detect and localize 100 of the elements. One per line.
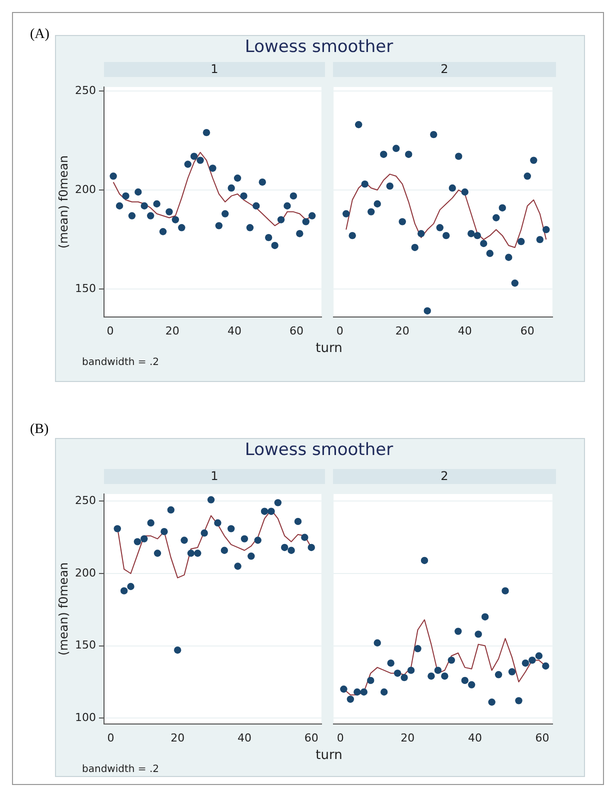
point: [441, 672, 448, 680]
y-tick-label: 150: [75, 282, 96, 295]
point: [146, 212, 154, 220]
point: [368, 208, 375, 216]
chart-subtitle: 1: [104, 62, 325, 77]
point: [220, 546, 228, 554]
y-tick-label: 250: [75, 84, 96, 97]
point: [172, 216, 180, 224]
point: [160, 528, 168, 536]
point: [411, 244, 418, 252]
point: [240, 192, 248, 200]
point: [448, 184, 456, 192]
point: [535, 652, 543, 660]
point: [178, 224, 186, 232]
point: [174, 646, 182, 654]
point: [234, 174, 242, 182]
x-tick-label: 0: [107, 731, 114, 744]
y-axis-title: (mean) f0mean: [56, 155, 70, 248]
point: [228, 184, 235, 192]
point: [474, 232, 481, 240]
point: [154, 550, 162, 557]
point: [468, 230, 475, 238]
point: [340, 686, 348, 693]
point: [430, 130, 438, 138]
point: [474, 630, 482, 638]
point: [234, 562, 242, 570]
point: [252, 202, 260, 210]
point: [215, 222, 223, 230]
point: [360, 688, 368, 696]
point: [522, 660, 530, 667]
point: [281, 544, 288, 552]
x-tick-label: 60: [535, 731, 550, 744]
point: [134, 188, 142, 196]
point: [398, 218, 406, 226]
point: [277, 216, 285, 224]
point: [187, 550, 195, 557]
point: [122, 192, 130, 200]
point: [428, 672, 435, 680]
point: [434, 666, 442, 674]
point: [348, 232, 356, 240]
point: [505, 254, 512, 261]
point: [290, 192, 298, 200]
point: [209, 164, 216, 172]
point: [166, 208, 173, 216]
chart-subtitle: 2: [333, 62, 556, 77]
point: [246, 224, 254, 232]
x-tick-label: 40: [237, 731, 252, 744]
x-axis-title: turn: [314, 341, 344, 356]
point: [308, 544, 315, 552]
x-tick-label: 40: [458, 324, 472, 338]
point: [486, 250, 494, 258]
point: [274, 499, 282, 506]
point: [265, 234, 272, 242]
point: [407, 666, 415, 674]
point: [354, 688, 361, 696]
point: [147, 519, 154, 527]
text: (A): [30, 27, 50, 43]
point: [296, 230, 304, 238]
point: [114, 525, 121, 532]
x-tick-label: 40: [227, 324, 242, 338]
point: [159, 228, 167, 236]
x-tick-label: 20: [395, 324, 410, 338]
point: [448, 656, 456, 664]
point: [200, 529, 208, 537]
point: [454, 628, 462, 635]
point: [110, 172, 117, 180]
point: [515, 697, 522, 704]
chart-subtitle: 2: [333, 469, 556, 484]
point: [190, 152, 198, 160]
point: [355, 121, 362, 128]
point: [542, 226, 550, 234]
text: bandwidth = .2: [82, 357, 160, 368]
point: [240, 535, 248, 542]
point: [361, 180, 368, 188]
point: [502, 587, 509, 594]
point: [202, 128, 210, 136]
point: [284, 202, 291, 210]
point: [481, 613, 489, 620]
point: [180, 536, 188, 544]
point: [394, 670, 402, 677]
point: [498, 204, 506, 212]
point: [153, 200, 160, 208]
chart-subtitle: 1: [104, 469, 325, 484]
y-tick-label: 200: [75, 566, 96, 580]
point: [120, 587, 128, 594]
point: [536, 236, 544, 244]
point: [268, 508, 275, 515]
x-axis-title: turn: [314, 748, 344, 763]
point: [254, 536, 262, 544]
point: [294, 518, 302, 526]
text: (B): [30, 422, 49, 438]
x-tick-label: 60: [290, 324, 304, 338]
point: [468, 681, 476, 688]
point: [227, 525, 235, 532]
point: [140, 535, 148, 542]
point: [461, 676, 468, 684]
x-tick-label: 20: [165, 324, 180, 338]
point: [436, 224, 444, 232]
point: [374, 639, 381, 646]
point: [128, 212, 136, 220]
